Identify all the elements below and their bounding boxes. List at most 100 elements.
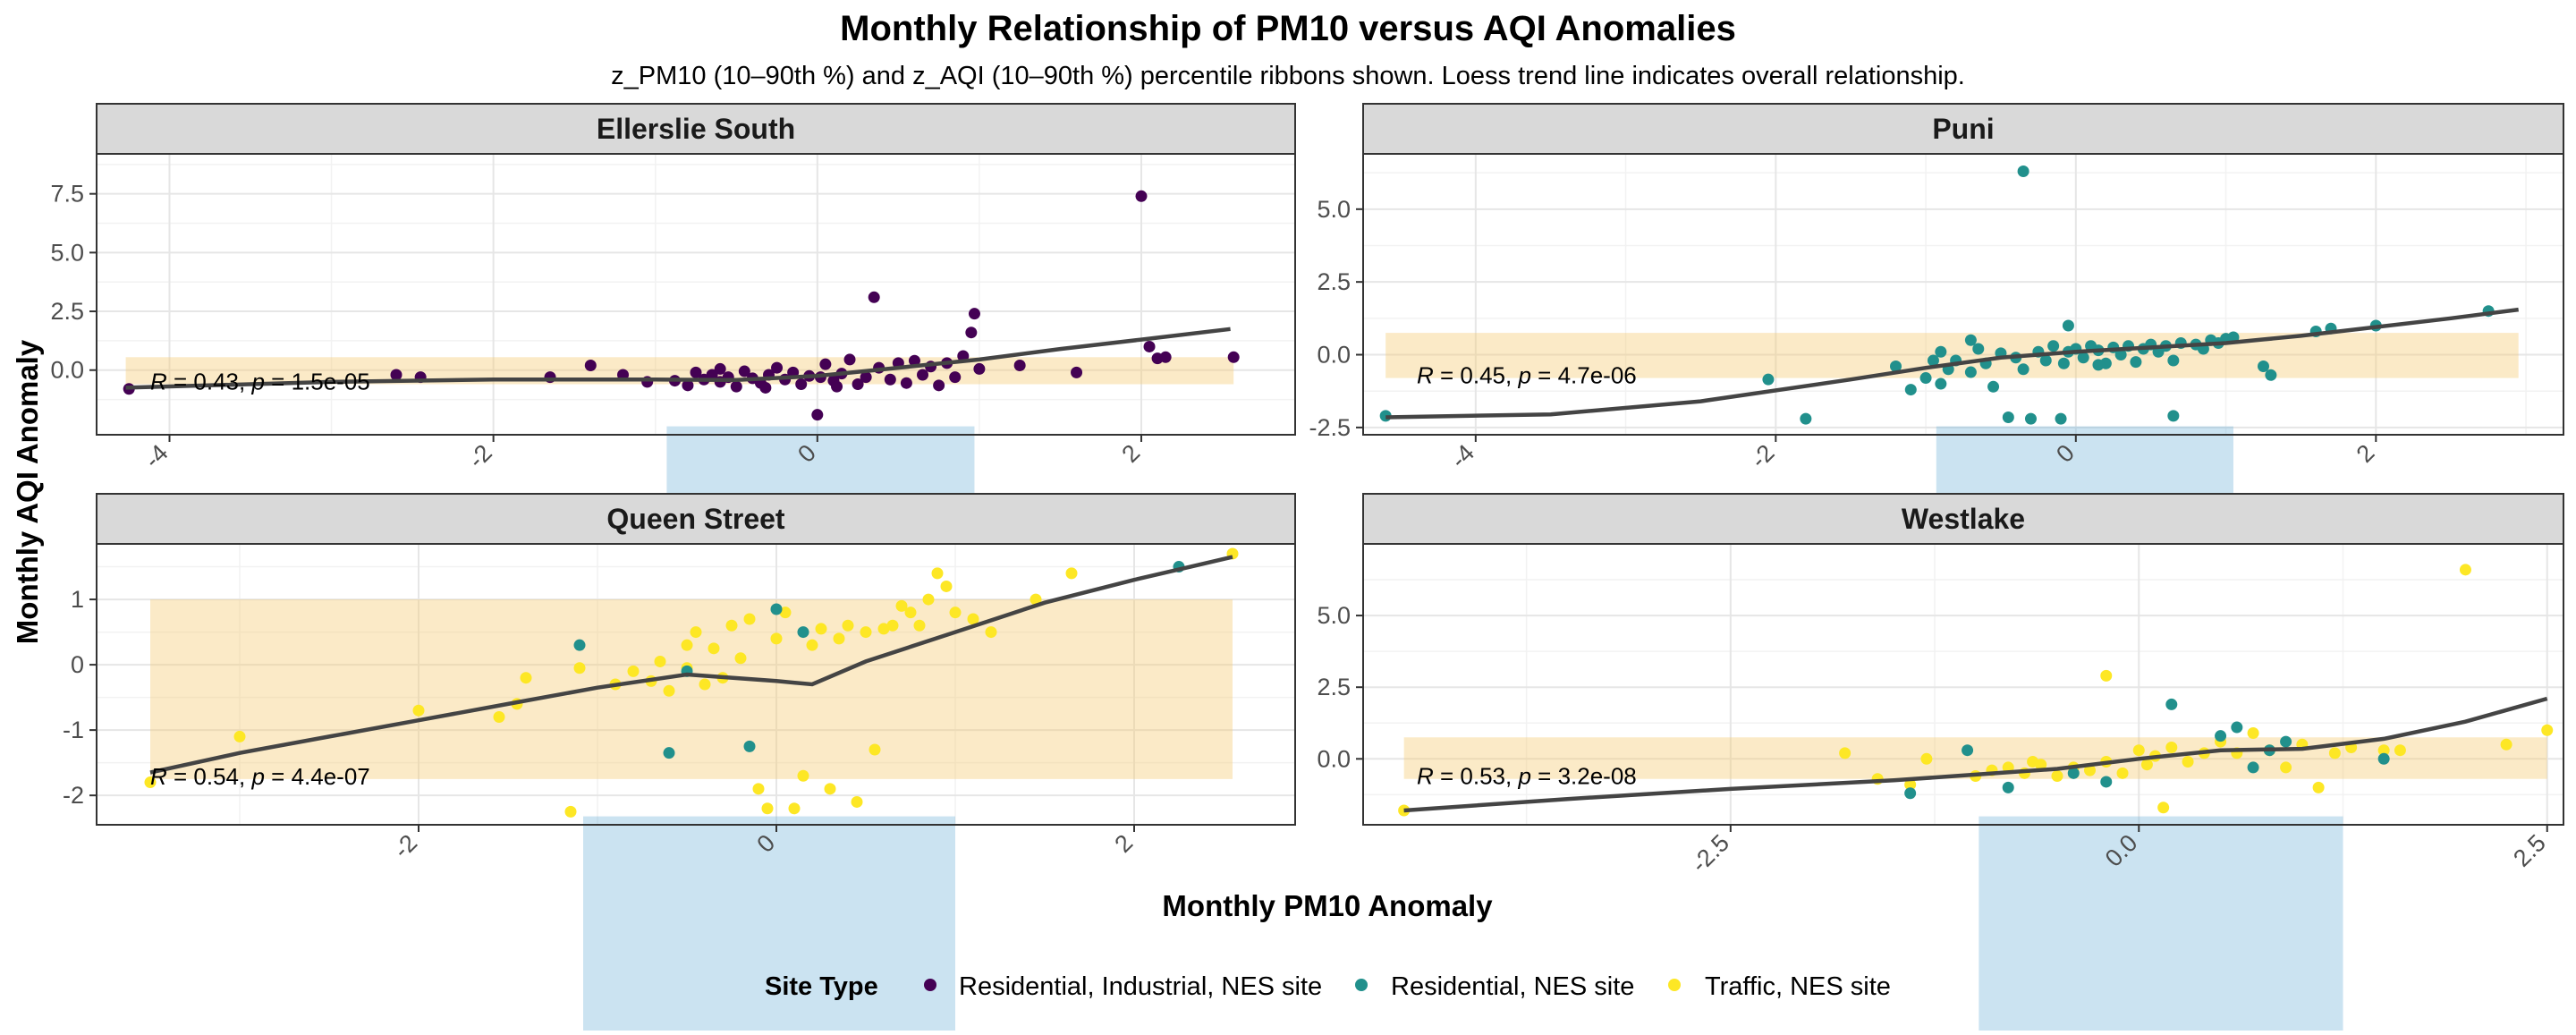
data-point: [968, 308, 980, 320]
y-tick-label: 5.0: [50, 239, 84, 266]
data-point: [654, 655, 666, 667]
data-point: [706, 369, 718, 381]
data-point: [690, 626, 702, 639]
data-point: [869, 743, 881, 756]
y-tick-label: 2.5: [50, 298, 84, 325]
data-point: [412, 704, 425, 717]
pm10-percentile-ribbon: [583, 816, 955, 1035]
data-point: [2157, 802, 2170, 814]
data-point: [2047, 340, 2060, 352]
data-point: [795, 378, 808, 391]
data-point: [819, 358, 832, 370]
correlation-label-part: = 1.5e-05: [265, 369, 370, 395]
data-point: [965, 327, 978, 339]
data-point: [931, 567, 944, 580]
y-tick-label: 0.0: [1317, 745, 1351, 772]
panel-border: [1362, 543, 2564, 826]
data-point: [884, 373, 896, 386]
correlation-label: R = 0.54, p = 4.4e-07: [150, 763, 370, 790]
data-point: [1964, 334, 1977, 346]
panel-border: [96, 153, 1296, 436]
panel-background: [97, 154, 1295, 435]
data-point: [2027, 756, 2039, 768]
data-point: [2280, 761, 2292, 774]
correlation-label-part: R: [1417, 763, 1434, 790]
x-tick-label: -2.5: [1686, 829, 1734, 878]
data-point: [2231, 721, 2243, 734]
data-point: [1964, 366, 1977, 378]
y-tick-label: -1: [63, 717, 84, 743]
facet-panel: Puni R = 0.45, p = 4.7e-06 -2.5 0.0 2.5 5.0 -4…: [1309, 103, 2564, 691]
data-point: [2130, 356, 2142, 369]
correlation-label: R = 0.53, p = 3.2e-08: [1417, 763, 1637, 790]
correlation-label-part: = 3.2e-08: [1531, 763, 1637, 790]
data-point: [1972, 343, 1985, 355]
facet-title: Puni: [1932, 113, 1994, 145]
data-point: [2057, 357, 2070, 369]
legend-key-2: [1668, 979, 1681, 991]
loess-trend-line: [1403, 696, 2548, 813]
y-tick-label: 2.5: [1317, 674, 1351, 700]
data-point: [1927, 354, 1939, 367]
facet-title: Westlake: [1902, 503, 2025, 535]
data-point: [913, 619, 926, 632]
y-tick-label: 0: [71, 651, 84, 678]
y-tick-label: 1: [71, 586, 84, 613]
correlation-label: R = 0.43, p = 1.5e-05: [150, 369, 370, 395]
data-point: [852, 378, 864, 391]
data-point: [1890, 361, 1902, 373]
data-point: [967, 613, 979, 625]
pm10-percentile-ribbon: [1979, 816, 2343, 1035]
data-point: [2116, 767, 2129, 779]
data-point: [877, 623, 890, 635]
x-tick-label: -4: [140, 439, 174, 473]
data-point: [2002, 411, 2014, 423]
data-point: [2140, 759, 2153, 771]
data-point: [2039, 354, 2052, 367]
data-point: [2167, 410, 2180, 422]
data-point: [2182, 756, 2194, 768]
legend-key-1: [1355, 979, 1368, 991]
data-point: [949, 607, 962, 619]
data-point: [2051, 770, 2063, 783]
y-tick-label: 7.5: [50, 181, 84, 208]
data-point: [1920, 752, 1933, 765]
data-point: [1030, 593, 1042, 606]
data-point: [843, 353, 856, 366]
data-point: [806, 639, 818, 651]
data-point: [1135, 190, 1148, 202]
data-point: [900, 377, 912, 389]
data-point: [1919, 372, 1932, 385]
chart-subtitle: z_PM10 (10–90th %) and z_AQI (10–90th %)…: [611, 62, 1965, 90]
data-point: [759, 381, 772, 394]
legend-label-2: Traffic, NES site: [1705, 972, 1891, 1001]
data-point: [868, 291, 880, 303]
data-point: [815, 623, 827, 635]
data-point: [690, 366, 702, 378]
facet-panel: Queen Street R = 0.54, p = 4.4e-07 -2 -1 0 1 -…: [63, 493, 1296, 1035]
data-point: [770, 603, 783, 615]
facet-strip: [1362, 493, 2564, 545]
data-point: [681, 639, 693, 651]
data-point: [1904, 778, 1917, 791]
data-point: [627, 665, 640, 677]
data-point: [730, 380, 742, 393]
data-point: [2114, 349, 2127, 361]
data-point: [663, 747, 675, 759]
data-point: [1013, 359, 1026, 371]
x-tick-label: 2: [1109, 829, 1138, 858]
data-point: [860, 626, 872, 639]
data-point: [824, 783, 836, 795]
data-point: [1962, 744, 1974, 757]
data-point: [851, 795, 863, 808]
chart-title: Monthly Relationship of PM10 versus AQI …: [840, 9, 1736, 48]
data-point: [2100, 776, 2113, 788]
data-point: [833, 632, 845, 645]
correlation-label-part: = 0.53,: [1434, 763, 1519, 790]
x-tick-label: 2.5: [2508, 829, 2551, 872]
data-point: [2092, 359, 2105, 371]
data-point: [573, 662, 586, 674]
data-point: [2062, 319, 2074, 332]
legend-label-1: Residential, NES site: [1391, 972, 1634, 1001]
loess-trend-line: [125, 327, 1231, 390]
